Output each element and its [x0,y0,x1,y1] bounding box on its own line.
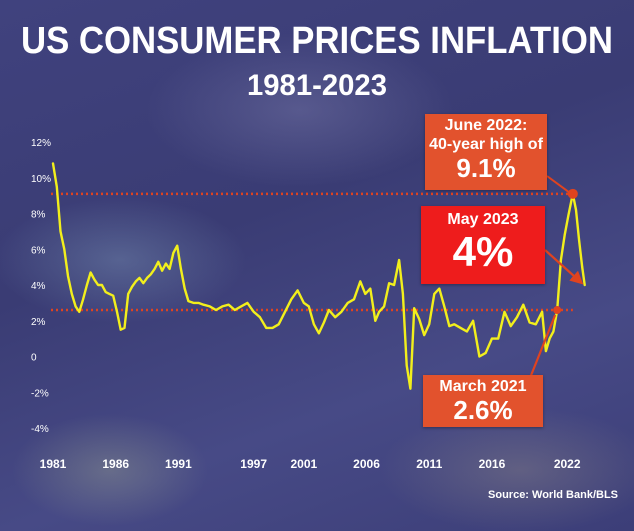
peak-connector [546,175,571,194]
y-tick-label: 0 [31,353,37,364]
x-tick-label: 2016 [479,457,506,471]
y-tick-label: 10% [31,174,51,185]
x-tick-label: 1986 [102,457,129,471]
callout-june-2022: June 2022: 40-year high of 9.1% [425,114,547,190]
x-tick-label: 2022 [554,457,581,471]
y-tick-label: -2% [31,388,49,399]
callout-march-2021-value: 2.6% [453,395,513,425]
y-tick-label: -4% [31,424,49,435]
x-tick-label: 2006 [353,457,380,471]
callout-june-2022-line1: June 2022: [444,117,528,134]
callout-may-2023-line1: May 2023 [447,211,519,228]
reference-lines [51,192,573,312]
x-tick-label: 1981 [40,457,67,471]
x-tick-label: 1991 [165,457,192,471]
callout-may-2023: May 2023 4% [421,206,545,284]
y-axis-ticks: -4% -2% 0 2% 4% 6% 8% 10% 12% [31,138,51,435]
annotation-arrows [528,175,584,379]
series-group [51,162,586,390]
x-tick-label: 2001 [290,457,317,471]
y-tick-label: 8% [31,210,46,221]
x-tick-label: 2011 [416,457,442,471]
callout-march-2021: March 2021 2.6% [423,375,543,427]
y-tick-label: 6% [31,245,46,256]
may-2023-arrow [544,249,584,285]
series-line [51,162,586,390]
chart-subtitle: 1981-2023 [247,69,387,102]
peak-marker [567,188,578,199]
x-tick-label: 1997 [240,457,267,471]
callout-june-2022-value: 9.1% [456,153,516,183]
source-credit: Source: World Bank/BLS [488,489,618,501]
x-axis-ticks: 1981 1986 1991 1997 2001 2006 2011 2016 2022 [40,457,581,471]
callout-june-2022-line2: 40-year high of [429,136,543,153]
y-tick-label: 12% [31,138,51,149]
chart-title: US CONSUMER PRICES INFLATION [21,20,613,62]
march-2021-marker [553,306,562,315]
y-tick-label: 2% [31,317,46,328]
march-2021-arrow [528,314,557,379]
callout-may-2023-value: 4% [452,228,514,275]
callout-march-2021-line1: March 2021 [439,378,527,395]
y-tick-label: 4% [31,281,46,292]
